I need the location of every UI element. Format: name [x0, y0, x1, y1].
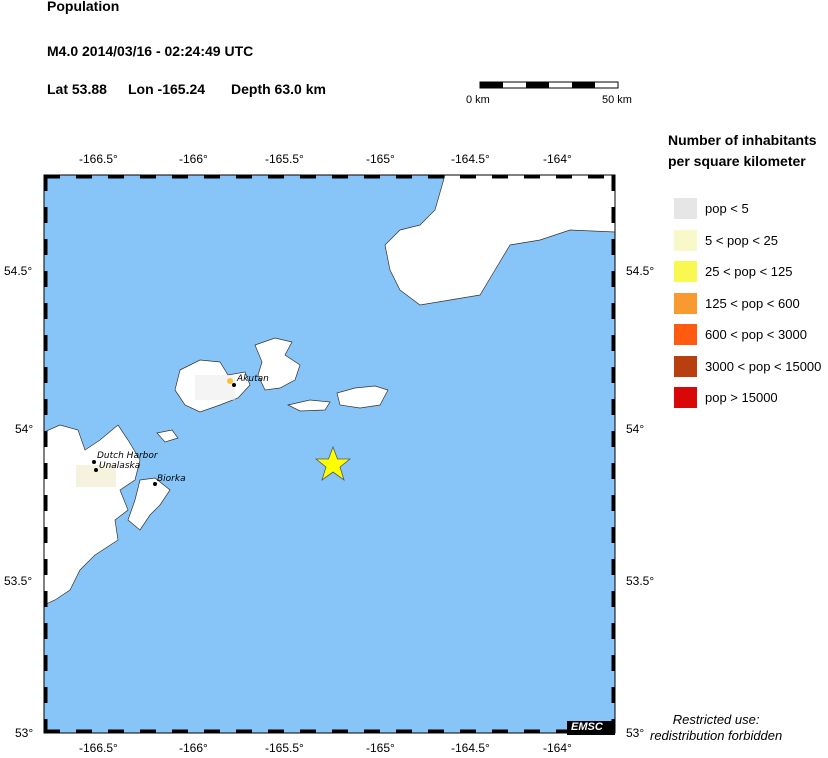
lat-tick: 54°: [626, 422, 645, 436]
emsc-logo: EMSC: [571, 721, 603, 733]
lon-tick: -166°: [179, 741, 208, 755]
scale-start: 0 km: [466, 94, 490, 106]
legend-item: 25 < pop < 125: [674, 261, 792, 282]
lon-tick: -165.5°: [265, 741, 304, 755]
event-lon: Lon -165.24: [128, 81, 206, 97]
lon-tick: -166.5°: [79, 152, 118, 166]
lon-tick: -164.5°: [451, 741, 490, 755]
place-label: Biorka: [157, 474, 186, 484]
lat-tick: 53.5°: [626, 574, 655, 588]
lon-tick: -165°: [366, 152, 395, 166]
place-label: Akutan: [237, 374, 269, 384]
lat-tick: 53°: [626, 726, 645, 740]
epicenter-star-icon: [314, 445, 352, 482]
legend-item: pop < 5: [674, 198, 749, 219]
lat-tick: 54°: [15, 422, 34, 436]
legend-item: 125 < pop < 600: [674, 293, 800, 314]
event-info: M4.0 2014/03/16 - 02:24:49 UTC: [47, 43, 254, 59]
legend-title: Number of inhabitants per square kilomet…: [668, 132, 817, 169]
scale-end: 50 km: [602, 94, 632, 106]
lat-tick: 54.5°: [626, 264, 655, 278]
place-label: Dutch Harbor: [97, 451, 158, 461]
lat-tick: 54.5°: [4, 264, 33, 278]
sea: [44, 175, 615, 733]
legend-item: 600 < pop < 3000: [674, 324, 807, 345]
legend-item: 5 < pop < 25: [674, 230, 778, 251]
legend-item: pop > 15000: [674, 387, 778, 408]
lon-tick: -166.5°: [79, 741, 118, 755]
lon-tick: -166°: [179, 152, 208, 166]
lon-tick: -165°: [366, 741, 395, 755]
usage-notice: Restricted use: redistribution forbidden: [650, 712, 783, 743]
lon-tick: -165.5°: [265, 152, 304, 166]
event-lat: Lat 53.88: [47, 81, 107, 97]
scale-bar: [479, 81, 619, 89]
lon-tick: -164°: [543, 152, 572, 166]
lon-tick: -164.5°: [451, 152, 490, 166]
lon-tick: -164°: [543, 741, 572, 755]
lat-tick: 53°: [15, 726, 34, 740]
event-depth: Depth 63.0 km: [231, 81, 326, 97]
place-label: Unalaska: [99, 461, 141, 471]
lat-tick: 53.5°: [4, 574, 33, 588]
place-markers: [92, 383, 236, 486]
legend-item: 3000 < pop < 15000: [674, 356, 821, 377]
page-title: Population: [47, 0, 120, 14]
